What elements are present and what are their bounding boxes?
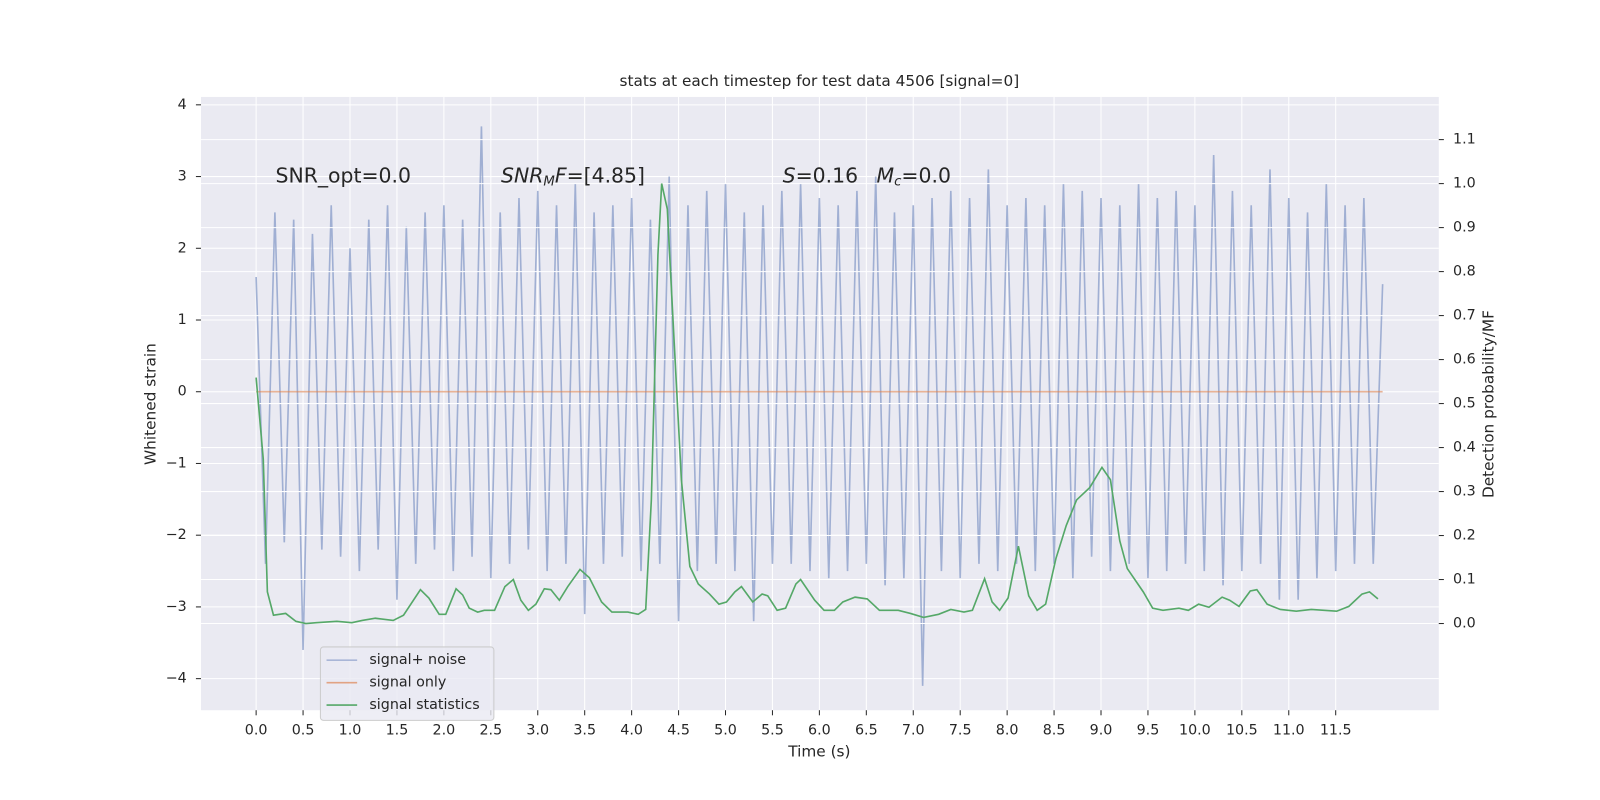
legend-label: signal only xyxy=(369,675,446,691)
y-tick-label: 2 xyxy=(178,240,187,256)
legend-label: signal statistics xyxy=(369,697,479,713)
x-axis-label: Time (s) xyxy=(787,743,850,761)
annotation: SNRMF=[4.85] xyxy=(501,164,645,190)
y2-tick-label: 0.7 xyxy=(1453,308,1476,324)
annotation: S=0.16 xyxy=(783,164,858,188)
annotation-part: =0.16 xyxy=(796,164,859,188)
annotation-part: SNR_opt=0.0 xyxy=(276,164,412,189)
annotation-part: F xyxy=(555,164,567,188)
x-tick-label: 2.5 xyxy=(479,723,502,739)
x-tick-label: 0.0 xyxy=(245,723,268,739)
y2-tick-label: 0.8 xyxy=(1453,264,1476,280)
x-tick-label: 3.5 xyxy=(573,723,596,739)
x-tick-label: 6.0 xyxy=(808,723,831,739)
annotation-part: S xyxy=(783,164,796,188)
x-tick-label: 7.0 xyxy=(902,723,925,739)
annotation-part: M xyxy=(877,164,895,188)
chart-title: stats at each timestep for test data 450… xyxy=(620,72,1020,90)
y-tick-label: −4 xyxy=(166,671,187,687)
x-tick-label: 1.0 xyxy=(339,723,362,739)
y2-tick-label: 0.5 xyxy=(1453,396,1476,412)
y2-tick-label: 0.1 xyxy=(1453,572,1476,588)
y-tick-label: 3 xyxy=(178,169,187,185)
x-tick-label: 5.5 xyxy=(761,723,784,739)
y2-tick-label: 0.0 xyxy=(1453,616,1476,632)
x-tick-label: 1.5 xyxy=(386,723,409,739)
y2-tick-label: 0.9 xyxy=(1453,220,1476,236)
x-tick-label: 9.5 xyxy=(1137,723,1160,739)
annotation-part: =0.0 xyxy=(901,164,951,188)
legend-label: signal+ noise xyxy=(369,652,466,668)
annotation-part: c xyxy=(894,175,902,190)
y2-tick-label: 0.2 xyxy=(1453,528,1476,544)
x-tick-label: 3.0 xyxy=(526,723,549,739)
y2-tick-label: 0.6 xyxy=(1453,352,1476,368)
y-tick-label: −3 xyxy=(166,599,187,615)
annotation-part: SNR xyxy=(501,164,543,188)
y-tick-label: −2 xyxy=(166,527,187,543)
x-tick-label: 10.0 xyxy=(1179,723,1211,739)
upper-layer xyxy=(201,139,1439,625)
x-tick-label: 4.5 xyxy=(667,723,690,739)
y-tick-label: 1 xyxy=(178,312,187,328)
x-tick-label: 0.5 xyxy=(292,723,315,739)
annotation: Mc=0.0 xyxy=(877,164,951,190)
y2-tick-label: 0.4 xyxy=(1453,440,1476,456)
x-tick-label: 6.5 xyxy=(855,723,878,739)
x-tick-label: 9.0 xyxy=(1090,723,1113,739)
y-tick-label: 4 xyxy=(178,97,187,113)
x-tick-label: 5.0 xyxy=(714,723,737,739)
y2-axis-label: Detection probability/MF xyxy=(1479,310,1497,498)
x-tick-label: 8.0 xyxy=(996,723,1019,739)
x-tick-label: 11.5 xyxy=(1320,723,1352,739)
annotation: SNR_opt=0.0 xyxy=(276,164,412,189)
annotation-part: =[4.85] xyxy=(567,164,645,188)
series-line xyxy=(255,183,1379,625)
x-tick-label: 11.0 xyxy=(1273,723,1305,739)
annotation-part: M xyxy=(543,175,555,190)
x-tick-label: 4.0 xyxy=(620,723,643,739)
y-tick-label: 0 xyxy=(178,384,187,400)
y2-tick-label: 1.1 xyxy=(1453,132,1476,148)
x-tick-label: 10.5 xyxy=(1226,723,1258,739)
y2-tick-label: 1.0 xyxy=(1453,176,1476,192)
series-line xyxy=(255,126,1384,686)
y-axis-label: Whitened strain xyxy=(142,343,160,465)
y-tick-label: −1 xyxy=(166,455,187,471)
x-tick-label: 7.5 xyxy=(949,723,972,739)
y2-tick-label: 0.3 xyxy=(1453,484,1476,500)
x-tick-label: 2.0 xyxy=(433,723,456,739)
legend-box xyxy=(319,646,495,721)
x-tick-label: 8.5 xyxy=(1043,723,1066,739)
